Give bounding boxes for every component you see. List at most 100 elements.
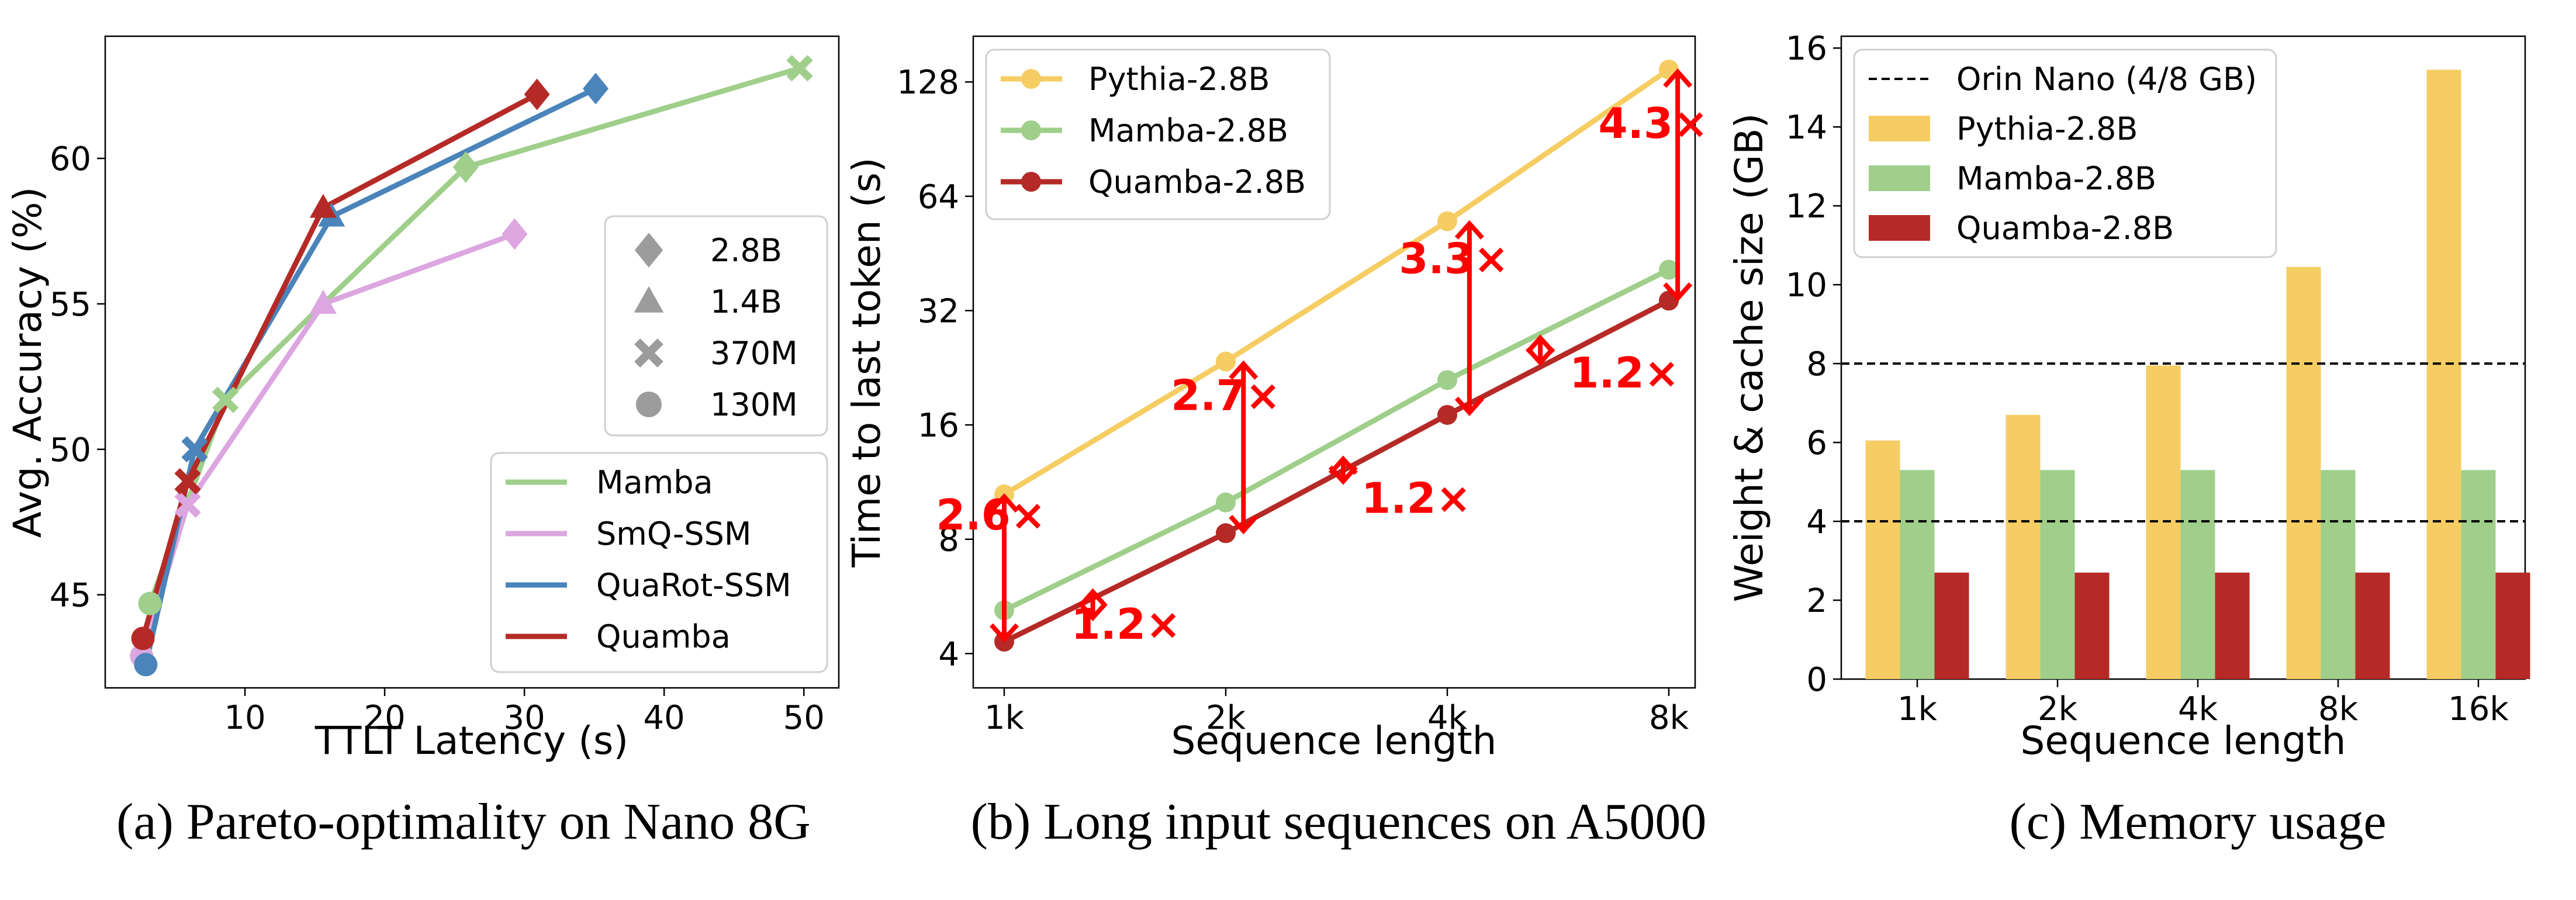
size-legend-marker-triangle: [634, 286, 664, 313]
speedup-arrow-head: [1454, 396, 1484, 416]
panel-a-ytick-label: 55: [50, 286, 91, 324]
panel-c-ytick-label: 10: [1786, 266, 1827, 304]
data-point-pythia-2.8b: [1216, 351, 1236, 372]
legend-marker-pythia-2.8b: [1021, 69, 1041, 89]
legend-label: Mamba-2.8B: [1088, 112, 1288, 149]
data-point-smq-ssm: [309, 289, 337, 314]
panel-a-xtick-label: 30: [504, 699, 545, 737]
data-point-mamba: [138, 591, 162, 615]
panel-b-ytick-label: 32: [918, 292, 959, 330]
panel-a-series: [130, 55, 813, 677]
legend-swatch-pythia-2.8b: [1869, 116, 1930, 141]
size-legend-label: 370M: [710, 335, 798, 372]
speedup-arrow-head: [1229, 360, 1258, 380]
speedup-label: 4.3×: [1599, 99, 1709, 148]
data-point-smq-ssm: [174, 491, 201, 518]
series-legend-entries: Mamba SmQ-SSM QuaRot-SSM Quamba: [506, 464, 791, 655]
data-point-quamba-2.8b: [1437, 404, 1457, 425]
speedup-arrow: [1078, 588, 1108, 622]
size-legend-label: 1.4B: [710, 283, 782, 320]
speedup-arrow-head: [990, 493, 1019, 513]
bar-mamba-2.8b: [2040, 470, 2075, 679]
panel-b-annotations: 2.6× 1.2× 2.7× 1.2× 3.3× 1.2× 4.3×: [936, 68, 1709, 649]
panel-c-xtick-label: 8k: [2318, 690, 2359, 728]
bar-pythia-2.8b: [2286, 266, 2321, 679]
panel-c-ytick-label: 16: [1786, 30, 1827, 68]
panel-c-ytick-label: 12: [1786, 188, 1827, 226]
data-point-mamba: [452, 151, 479, 183]
panel-c-ytick-label: 4: [1806, 503, 1827, 541]
speedup-label: 2.7×: [1171, 371, 1281, 420]
legend-label: SmQ-SSM: [596, 515, 752, 552]
panel-a-ytick-label: 60: [50, 140, 91, 178]
size-legend-marker-x-stroke: [634, 338, 663, 368]
data-point-quarot-ssm: [181, 436, 208, 463]
speedup-arrow: [1229, 360, 1258, 535]
bar-pythia-2.8b: [1865, 440, 1900, 679]
legend-label: Quamba-2.8B: [1956, 210, 2174, 247]
legend-marker-mamba-2.8b: [1021, 120, 1041, 140]
panel-c-legend-frame: [1853, 49, 2277, 258]
panel-a-xlabel: TTLT Latency (s): [314, 718, 628, 763]
speedup-arrow-head: [1229, 515, 1258, 535]
data-point-pythia-2.8b: [1437, 211, 1457, 231]
panel-b-ytick-label: 8: [938, 521, 959, 559]
legend-label: Quamba: [596, 618, 731, 655]
legend-label: Pythia-2.8B: [1088, 61, 1270, 98]
bar-mamba-2.8b: [2180, 470, 2215, 679]
panel-c-xtick-label: 4k: [2178, 690, 2218, 728]
panel-b-legend: Pythia-2.8B Mamba-2.8B Quamba-2.8B: [985, 49, 1331, 220]
bar-quamba-2.8b: [2074, 572, 2110, 679]
panel-b-xtick-label: 8k: [1649, 699, 1689, 737]
bar-pythia-2.8b: [2006, 414, 2041, 679]
panel-c-xtick-label: 16k: [2448, 690, 2509, 728]
speedup-arrow: [990, 493, 1019, 643]
panel-a-size-legend: 2.8B 1.4B 370M 130M: [604, 215, 828, 437]
panel-b-legend-entries: Pythia-2.8B Mamba-2.8B Quamba-2.8B: [1001, 61, 1306, 200]
panel-b-long-sequences: 1k 2k 4k 8k 4 8 16 32 64 128 2.6× 1.2× 2.7× 1.2× 3.3×…: [844, 35, 1709, 850]
size-legend-marker-x: [634, 338, 663, 368]
speedup-arrow: [1663, 68, 1693, 302]
bar-mamba-2.8b: [2461, 470, 2496, 679]
panel-c-ytick-label: 2: [1806, 582, 1827, 620]
panel-a-pareto: 10 20 30 40 50 45 50 55 60 TTLT Latency (s) Avg.…: [5, 35, 840, 850]
panel-a-xtick-label: 10: [224, 699, 265, 737]
panel-a-ytick-label: 50: [50, 431, 91, 469]
size-legend-label: 2.8B: [710, 232, 782, 269]
bar-pythia-2.8b: [2426, 70, 2461, 680]
series-line-quamba: [140, 92, 538, 639]
bar-mamba-2.8b: [1900, 470, 1935, 679]
panel-c-ticks: 0 2 4 6 8 10 12 14 16 1k 2k 4k 8k 16k: [1786, 30, 2509, 728]
data-point-smq-ssm-stroke: [174, 491, 201, 518]
panel-b-xlabel: Sequence length: [1171, 718, 1497, 763]
data-point-mamba-2.8b: [1216, 492, 1236, 513]
panel-a-ytick-label: 45: [50, 577, 91, 615]
speedup-arrow-head: [1078, 588, 1108, 608]
panel-b-ytick-label: 4: [938, 635, 959, 673]
panel-c-legend-entries: Orin Nano (4/8 GB) Pythia-2.8B Mamba-2.8B Q…: [1869, 61, 2257, 247]
data-point-quarot-ssm: [134, 653, 158, 677]
data-point-quarot-ssm: [583, 72, 609, 105]
legend-label: QuaRot-SSM: [596, 567, 791, 604]
legend-marker-quamba-2.8b: [1021, 172, 1041, 192]
data-point-mamba-stroke: [786, 55, 813, 82]
data-point-quamba: [524, 78, 550, 110]
panel-c-legend: Orin Nano (4/8 GB) Pythia-2.8B Mamba-2.8B Q…: [1853, 49, 2277, 258]
panel-b-xtick-label: 1k: [984, 699, 1025, 737]
speedup-arrow-head: [1663, 282, 1693, 302]
speedup-label: 1.2×: [1569, 348, 1679, 397]
caption-b: (b) Long input sequences on A5000: [971, 794, 1707, 850]
panel-c-ytick-label: 6: [1806, 424, 1827, 462]
data-point-mamba: [786, 55, 813, 82]
data-point-quarot-ssm-stroke: [181, 436, 208, 463]
data-point-quamba-2.8b: [1216, 523, 1236, 544]
data-point-mamba: [212, 386, 239, 413]
data-point-mamba-2.8b: [1437, 370, 1457, 390]
series-legend-frame: [490, 452, 828, 673]
panel-b-ticks: 1k 2k 4k 8k 4 8 16 32 64 128: [897, 64, 1689, 737]
panel-b-ytick-label: 128: [897, 64, 959, 102]
speedup-label: 1.2×: [1071, 600, 1181, 649]
panel-c-ylabel: Weight & cache size (GB): [1727, 113, 1772, 603]
legend-swatch-mamba-2.8b: [1869, 165, 1930, 191]
